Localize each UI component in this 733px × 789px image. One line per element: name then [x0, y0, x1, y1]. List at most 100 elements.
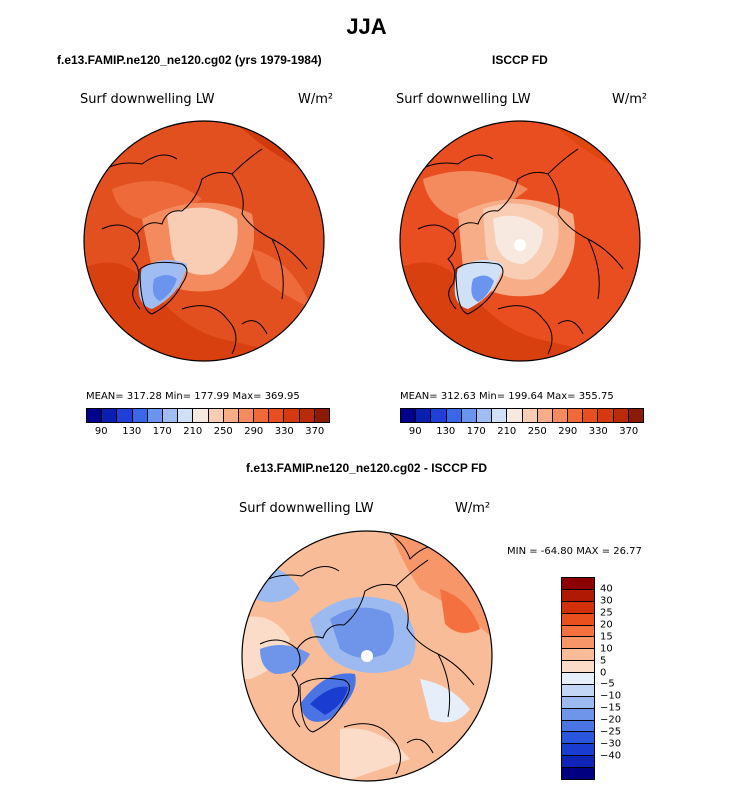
diff-colorbar-tick-label: −10 — [600, 690, 622, 702]
diff-colorbar-swatch — [562, 589, 594, 602]
diff-variable-label: Surf downwelling LW — [239, 501, 374, 516]
diff-panel-title: f.e13.FAMIP.ne120_ne120.cg02 - ISCCP FD — [245, 461, 487, 475]
right-colorbar-swatch — [568, 409, 584, 422]
diff-colorbar-swatch — [562, 720, 594, 733]
right-colorbar-swatch — [628, 409, 643, 422]
left-colorbar-tick-label: 250 — [213, 426, 233, 437]
right-colorbar-tick-label: 290 — [558, 426, 578, 437]
left-colorbar-swatch — [269, 409, 285, 422]
right-colorbar-swatch — [476, 409, 493, 422]
left-colorbar — [86, 408, 330, 423]
right-colorbar-tick-label: 170 — [466, 426, 486, 437]
diff-colorbar-swatch — [562, 732, 594, 745]
diff-colorbar-swatch — [562, 673, 594, 685]
left-units-label: W/m² — [298, 92, 334, 107]
figure-title: JJA — [346, 14, 387, 39]
diff-colorbar-swatch — [562, 578, 594, 590]
right-colorbar-swatch — [522, 409, 538, 422]
left-colorbar-tick-label: 290 — [244, 426, 264, 437]
right-colorbar-swatch — [492, 409, 508, 422]
left-panel-title: f.e13.FAMIP.ne120_ne120.cg02 (yrs 1979-1… — [57, 53, 322, 67]
diff-colorbar-tick-label: −5 — [600, 678, 615, 690]
right-colorbar-tick-label: 90 — [408, 426, 422, 437]
left-colorbar-swatch — [284, 409, 300, 422]
right-colorbar-swatch — [598, 409, 614, 422]
diff-colorbar-swatch — [562, 601, 594, 614]
diff-colorbar-swatch — [562, 696, 594, 709]
left-colorbar-ticks: 90 130 170 210 250 290 330 370 — [86, 426, 330, 440]
diff-colorbar-tick-label: 25 — [600, 607, 613, 619]
right-colorbar-swatch — [583, 409, 599, 422]
right-colorbar-tick-label: 370 — [619, 426, 639, 437]
left-colorbar-swatch — [178, 409, 194, 422]
left-colorbar-swatch — [87, 409, 103, 422]
left-colorbar-swatch — [254, 409, 270, 422]
diff-colorbar-tick-label: 30 — [600, 595, 613, 607]
diff-colorbar-swatch — [562, 625, 594, 638]
right-colorbar-swatch — [507, 409, 523, 422]
left-colorbar-swatch — [238, 409, 255, 422]
left-colorbar-tick-label: 170 — [152, 426, 172, 437]
diff-colorbar-tick-label: 5 — [600, 655, 607, 667]
diff-colorbar-swatch — [562, 756, 594, 768]
right-colorbar-tick-label: 130 — [436, 426, 456, 437]
right-colorbar-tick-label: 330 — [588, 426, 608, 437]
diff-colorbar-swatch — [562, 637, 594, 650]
right-stats: MEAN= 312.63 Min= 199.64 Max= 355.75 — [400, 391, 614, 402]
right-colorbar-tick-label: 250 — [527, 426, 547, 437]
diff-colorbar-tick-label: −20 — [600, 714, 622, 726]
right-colorbar-swatch — [431, 409, 447, 422]
left-polar-map — [83, 120, 325, 362]
right-colorbar-swatch — [461, 409, 477, 422]
diff-colorbar-tick-label: −15 — [600, 702, 622, 714]
left-variable-label: Surf downwelling LW — [80, 92, 215, 107]
diff-colorbar-tick-label: 0 — [600, 667, 607, 679]
left-colorbar-swatch — [299, 409, 315, 422]
right-units-label: W/m² — [612, 92, 648, 107]
diff-colorbar-ticks: 40 30 25 20 15 10 5 0 −5 −10 −15 −20 −25 −30 −40 — [600, 577, 640, 780]
diff-colorbar-tick-label: 15 — [600, 631, 613, 643]
right-colorbar-tick-label: 210 — [497, 426, 517, 437]
left-colorbar-swatch — [208, 409, 224, 422]
diff-colorbar-swatch — [562, 649, 594, 662]
left-colorbar-swatch — [314, 409, 329, 422]
right-colorbar-swatch — [552, 409, 569, 422]
diff-colorbar-swatch — [562, 613, 594, 626]
diff-colorbar-swatch — [562, 744, 594, 757]
diff-colorbar — [561, 577, 595, 780]
left-colorbar-tick-label: 130 — [122, 426, 142, 437]
left-colorbar-swatch — [102, 409, 118, 422]
left-colorbar-swatch — [147, 409, 163, 422]
right-colorbar-swatch — [401, 409, 417, 422]
diff-colorbar-swatch — [562, 708, 594, 721]
diff-colorbar-swatch — [562, 684, 594, 697]
diff-colorbar-swatch — [562, 768, 594, 779]
left-colorbar-swatch — [132, 409, 148, 422]
diff-colorbar-tick-label: 40 — [600, 583, 613, 595]
diff-colorbar-tick-label: 20 — [600, 619, 613, 631]
diff-polar-map — [241, 530, 493, 782]
left-stats: MEAN= 317.28 Min= 177.99 Max= 369.95 — [86, 391, 300, 402]
left-colorbar-tick-label: 90 — [94, 426, 108, 437]
left-colorbar-swatch — [117, 409, 133, 422]
diff-colorbar-tick-label: −25 — [600, 726, 622, 738]
diff-colorbar-tick-label: −40 — [600, 750, 622, 762]
right-colorbar-swatch — [416, 409, 432, 422]
left-colorbar-tick-label: 210 — [183, 426, 203, 437]
left-colorbar-tick-label: 330 — [274, 426, 294, 437]
diff-units-label: W/m² — [455, 501, 491, 516]
diff-colorbar-swatch — [562, 661, 594, 673]
left-colorbar-swatch — [162, 409, 179, 422]
left-colorbar-tick-label: 370 — [305, 426, 325, 437]
right-panel-title: ISCCP FD — [492, 53, 548, 67]
right-colorbar — [400, 408, 644, 423]
right-colorbar-swatch — [613, 409, 629, 422]
left-colorbar-swatch — [223, 409, 239, 422]
right-colorbar-ticks: 90 130 170 210 250 290 330 370 — [400, 426, 644, 440]
right-variable-label: Surf downwelling LW — [396, 92, 531, 107]
right-polar-map — [399, 120, 641, 362]
right-colorbar-swatch — [537, 409, 553, 422]
diff-colorbar-tick-label: 10 — [600, 643, 613, 655]
diff-stats: MIN = -64.80 MAX = 26.77 — [507, 546, 642, 557]
left-colorbar-swatch — [193, 409, 209, 422]
